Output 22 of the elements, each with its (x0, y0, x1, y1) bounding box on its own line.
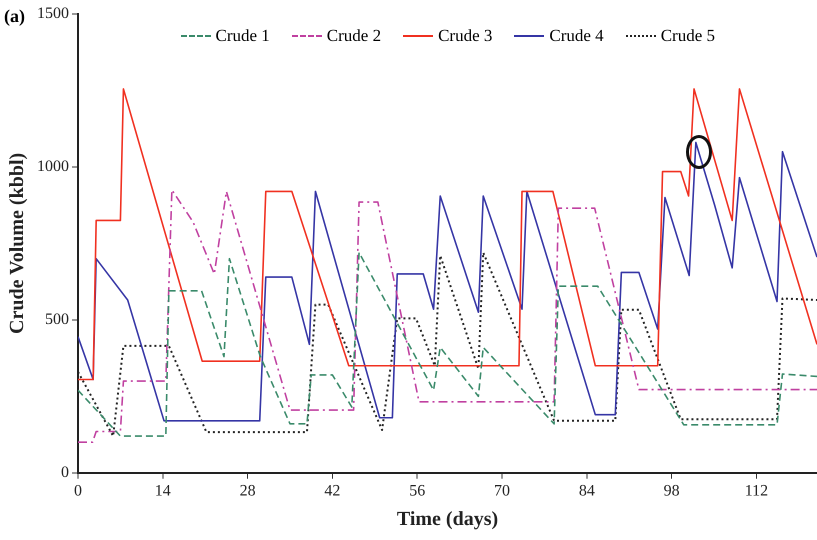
y-tick-label: 0 (61, 464, 69, 482)
x-tick-label: 42 (324, 482, 340, 500)
legend-label: Crude 4 (549, 26, 604, 46)
legend-label: Crude 5 (660, 26, 715, 46)
y-tick-label: 500 (45, 311, 69, 328)
x-tick-label: 28 (240, 482, 256, 500)
legend-label: Crude 1 (216, 26, 270, 46)
x-tick-label: 84 (578, 482, 595, 500)
text: (a) (4, 6, 25, 27)
x-tick-label: 14 (154, 482, 171, 500)
x-tick-label: 56 (409, 482, 426, 500)
x-axis-title: Time (days) (396, 508, 498, 530)
y-tick-label: 1500 (37, 5, 69, 22)
x-tick-label: 98 (664, 482, 680, 500)
legend-label: Crude 2 (326, 26, 382, 46)
line-series (78, 189, 817, 444)
x-tick-label: 0 (74, 482, 82, 500)
x-tick-label: 112 (744, 482, 768, 500)
x-tick-label: 70 (494, 482, 510, 500)
y-axis-title: Crude Volume (kbbl) (6, 152, 28, 334)
legend-label: Crude 3 (438, 26, 492, 46)
y-tick-label: 1000 (37, 158, 69, 176)
